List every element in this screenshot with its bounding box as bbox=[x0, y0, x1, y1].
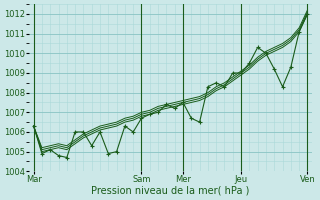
X-axis label: Pression niveau de la mer( hPa ): Pression niveau de la mer( hPa ) bbox=[91, 186, 250, 196]
